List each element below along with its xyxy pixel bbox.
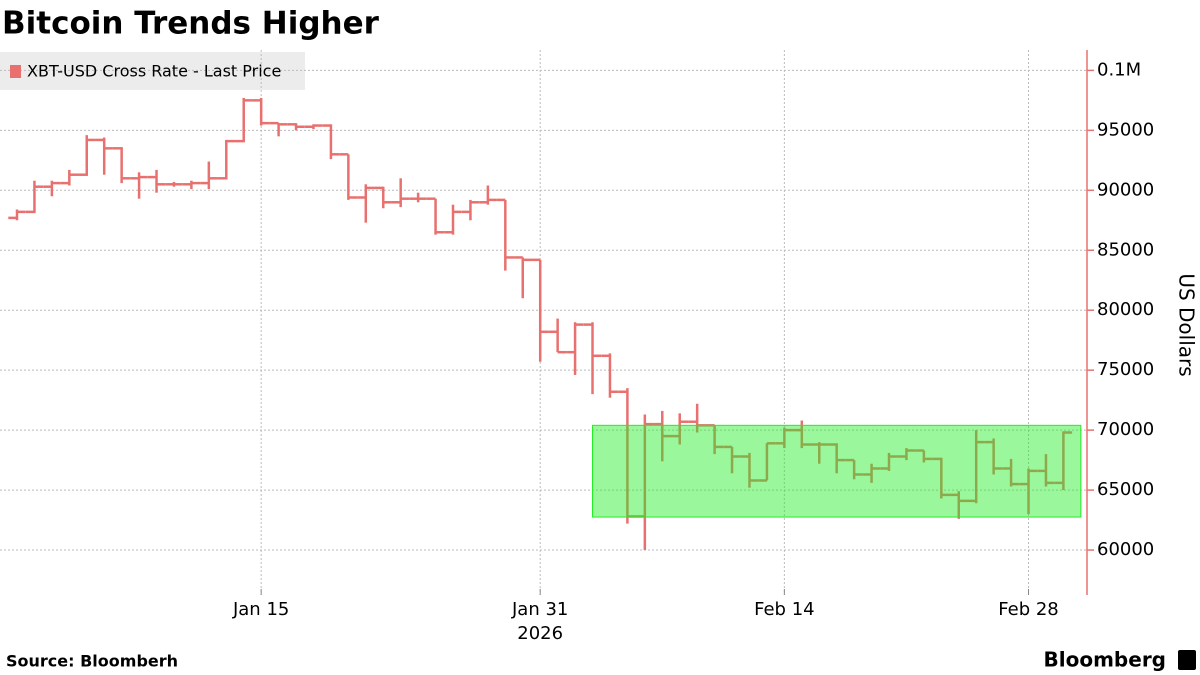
y-tick-label: 65000 — [1097, 479, 1154, 500]
legend-label: XBT-USD Cross Rate - Last Price — [27, 62, 281, 81]
chart-title: Bitcoin Trends Higher — [2, 6, 380, 42]
y-tick-label: 80000 — [1097, 299, 1154, 320]
y-tick-label: 0.1M — [1097, 59, 1141, 80]
x-tick-label: Jan 15 — [232, 599, 289, 620]
y-tick-label: 85000 — [1097, 239, 1154, 260]
x-year-label: 2026 — [517, 623, 563, 644]
brand: Bloomberg — [1044, 648, 1166, 672]
x-tick-label: Jan 31 — [511, 599, 568, 620]
y-tick-label: 90000 — [1097, 179, 1154, 200]
y-tick-label: 75000 — [1097, 359, 1154, 380]
y-axis-title: US Dollars — [1175, 273, 1199, 376]
y-tick-label: 70000 — [1097, 419, 1154, 440]
x-tick-label: Feb 28 — [998, 599, 1059, 620]
source: Source: Bloomberh — [6, 652, 178, 671]
highlight-box — [592, 424, 1082, 518]
y-tick-label: 60000 — [1097, 539, 1154, 560]
legend-box — [0, 52, 305, 90]
x-tick-label: Feb 14 — [754, 599, 815, 620]
y-tick-label: 95000 — [1097, 119, 1154, 140]
legend-swatch — [10, 65, 21, 78]
brand-icon — [1178, 650, 1196, 670]
